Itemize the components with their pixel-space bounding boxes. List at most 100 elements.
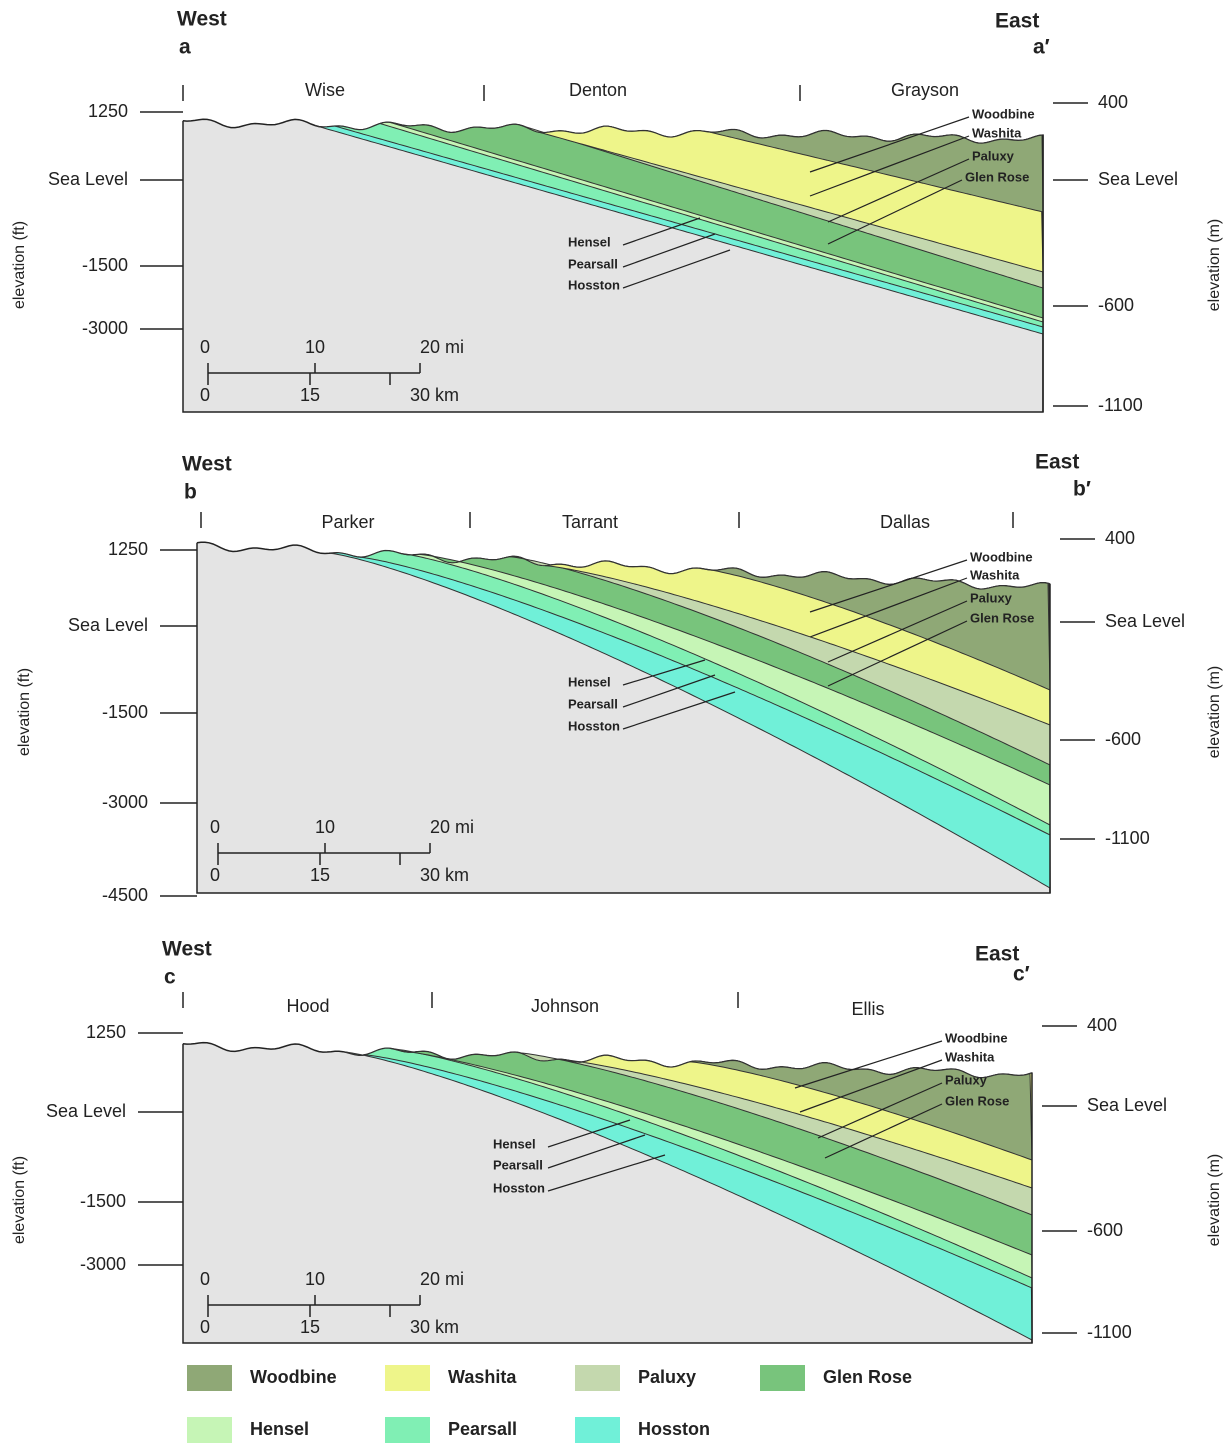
leader-line bbox=[622, 674, 716, 708]
leader-line bbox=[622, 233, 716, 268]
legend-swatch bbox=[760, 1365, 805, 1391]
leader-line bbox=[622, 249, 731, 289]
west-label: West bbox=[182, 453, 232, 476]
east-label: East bbox=[975, 943, 1019, 966]
scale-mi: 0 bbox=[210, 817, 220, 837]
right-tick-label: 400 bbox=[1098, 92, 1128, 112]
legend-swatch bbox=[385, 1365, 430, 1391]
leader-line bbox=[799, 1059, 943, 1113]
leader-line bbox=[622, 217, 701, 246]
scale-mi: 20 mi bbox=[430, 817, 474, 837]
section-start: c bbox=[164, 966, 176, 989]
layer-label: Paluxy bbox=[970, 590, 1013, 605]
west-label: West bbox=[162, 938, 212, 961]
legend-label: Paluxy bbox=[638, 1367, 696, 1387]
legend-swatch bbox=[187, 1365, 232, 1391]
leader-line bbox=[794, 1040, 943, 1089]
east-label: East bbox=[1035, 451, 1079, 474]
left-tick-label: -1500 bbox=[80, 1191, 126, 1211]
legend-swatch bbox=[575, 1417, 620, 1443]
scale-km: 0 bbox=[210, 865, 220, 885]
layer-label: Glen Rose bbox=[970, 610, 1034, 625]
layer-label: Hosston bbox=[493, 1180, 545, 1195]
scale-mi: 10 bbox=[305, 1269, 325, 1289]
leader-line bbox=[547, 1134, 646, 1169]
left-axis-title: elevation (ft) bbox=[11, 1156, 28, 1244]
scale-mi: 0 bbox=[200, 1269, 210, 1289]
leader-line bbox=[827, 179, 963, 245]
left-axis-title: elevation (ft) bbox=[16, 668, 33, 756]
right-tick-label: 400 bbox=[1087, 1015, 1117, 1035]
legend-label: Glen Rose bbox=[823, 1367, 912, 1387]
legend-label: Hosston bbox=[638, 1419, 710, 1439]
leader-line bbox=[827, 620, 968, 687]
legend-swatch bbox=[575, 1365, 620, 1391]
left-tick-label: -1500 bbox=[102, 702, 148, 722]
county-name: Ellis bbox=[851, 999, 884, 1019]
layer-label: Glen Rose bbox=[965, 169, 1029, 184]
legend-label: Washita bbox=[448, 1367, 517, 1387]
section-start: a bbox=[179, 36, 191, 59]
left-tick-label: Sea Level bbox=[46, 1101, 126, 1121]
left-axis-title: elevation (ft) bbox=[11, 221, 28, 309]
left-tick-label: Sea Level bbox=[68, 615, 148, 635]
county-name: Tarrant bbox=[562, 512, 618, 532]
leader-line bbox=[622, 691, 736, 730]
layer-label: Woodbine bbox=[970, 549, 1033, 564]
scale-mi: 0 bbox=[200, 337, 210, 357]
legend-label: Hensel bbox=[250, 1419, 309, 1439]
layer-label: Hosston bbox=[568, 277, 620, 292]
right-tick-label: 400 bbox=[1105, 528, 1135, 548]
layer-label: Pearsall bbox=[493, 1157, 543, 1172]
leader-line bbox=[827, 600, 968, 663]
layer-label: Paluxy bbox=[945, 1072, 988, 1087]
section-end: a′ bbox=[1033, 36, 1050, 59]
layer-label: Hosston bbox=[568, 718, 620, 733]
left-tick-label: -3000 bbox=[82, 318, 128, 338]
legend-swatch bbox=[385, 1417, 430, 1443]
layer-label: Woodbine bbox=[972, 106, 1035, 121]
right-axis-title: elevation (m) bbox=[1206, 1154, 1223, 1246]
right-tick-label: -600 bbox=[1098, 295, 1134, 315]
section-end: c′ bbox=[1013, 963, 1030, 986]
leader-line bbox=[827, 158, 970, 223]
county-name: Parker bbox=[321, 512, 374, 532]
layer-label: Pearsall bbox=[568, 256, 618, 271]
layer-label: Glen Rose bbox=[945, 1093, 1009, 1108]
left-tick-label: -3000 bbox=[80, 1254, 126, 1274]
layer-label: Washita bbox=[972, 125, 1022, 140]
layer-label: Washita bbox=[945, 1049, 995, 1064]
legend-label: Woodbine bbox=[250, 1367, 337, 1387]
scale-mi: 10 bbox=[305, 337, 325, 357]
layer-label: Paluxy bbox=[972, 148, 1015, 163]
scale-km: 30 km bbox=[410, 1317, 459, 1337]
scale-mi: 20 mi bbox=[420, 337, 464, 357]
left-tick-label: 1250 bbox=[108, 539, 148, 559]
scale-km: 15 bbox=[310, 865, 330, 885]
county-name: Grayson bbox=[891, 80, 959, 100]
left-tick-label: -1500 bbox=[82, 255, 128, 275]
scale-km: 30 km bbox=[410, 385, 459, 405]
right-tick-label: Sea Level bbox=[1105, 611, 1185, 631]
right-tick-label: -600 bbox=[1087, 1220, 1123, 1240]
left-tick-label: Sea Level bbox=[48, 169, 128, 189]
right-tick-label: -1100 bbox=[1087, 1322, 1132, 1342]
layer-label: Pearsall bbox=[568, 696, 618, 711]
right-tick-label: Sea Level bbox=[1098, 169, 1178, 189]
leader-line bbox=[817, 1082, 943, 1139]
layer-label: Hensel bbox=[493, 1136, 536, 1151]
leader-line bbox=[547, 1119, 631, 1148]
east-label: East bbox=[995, 10, 1039, 33]
right-axis-title: elevation (m) bbox=[1206, 219, 1223, 311]
right-tick-label: -1100 bbox=[1105, 828, 1150, 848]
leader-line bbox=[809, 116, 970, 173]
legend-swatch bbox=[187, 1417, 232, 1443]
leader-line bbox=[809, 559, 968, 613]
layer-label: Washita bbox=[970, 567, 1020, 582]
leader-line bbox=[809, 577, 968, 638]
county-name: Denton bbox=[569, 80, 627, 100]
county-name: Wise bbox=[305, 80, 345, 100]
layer-label: Woodbine bbox=[945, 1030, 1008, 1045]
right-axis-title: elevation (m) bbox=[1206, 666, 1223, 758]
